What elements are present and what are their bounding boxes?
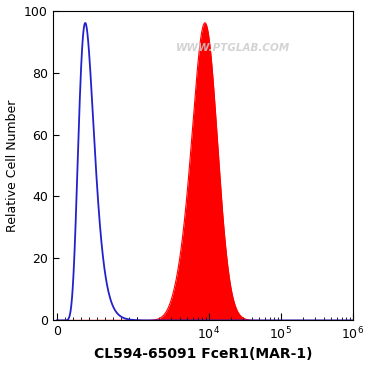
Y-axis label: Relative Cell Number: Relative Cell Number — [6, 99, 18, 232]
Text: WWW.PTGLAB.COM: WWW.PTGLAB.COM — [176, 43, 290, 53]
X-axis label: CL594-65091 FceR1(MAR-1): CL594-65091 FceR1(MAR-1) — [94, 348, 312, 361]
